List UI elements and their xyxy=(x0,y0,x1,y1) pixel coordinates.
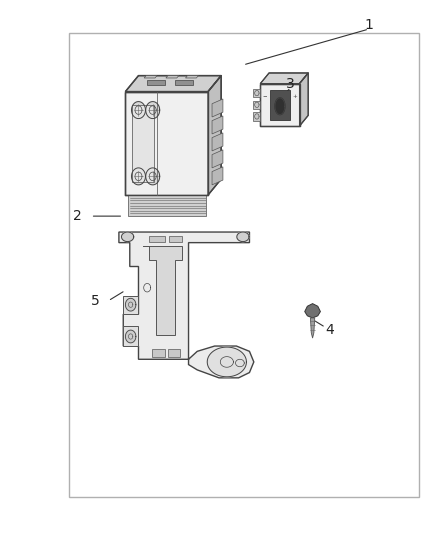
Polygon shape xyxy=(131,168,145,185)
Polygon shape xyxy=(305,304,321,318)
Polygon shape xyxy=(121,232,134,241)
Text: +: + xyxy=(293,94,297,99)
Polygon shape xyxy=(212,133,223,151)
Polygon shape xyxy=(125,298,136,311)
Polygon shape xyxy=(125,92,208,195)
Polygon shape xyxy=(168,349,180,357)
Polygon shape xyxy=(311,318,315,338)
Polygon shape xyxy=(149,236,165,242)
Polygon shape xyxy=(300,73,308,126)
Polygon shape xyxy=(253,101,260,109)
Polygon shape xyxy=(147,80,165,85)
Polygon shape xyxy=(260,84,300,126)
Polygon shape xyxy=(176,80,193,85)
Polygon shape xyxy=(212,167,223,185)
Bar xyxy=(69,33,419,497)
Polygon shape xyxy=(152,349,165,357)
Polygon shape xyxy=(146,102,160,118)
Polygon shape xyxy=(207,347,247,377)
Text: −: − xyxy=(262,94,267,99)
Polygon shape xyxy=(119,232,254,378)
Polygon shape xyxy=(253,112,260,120)
Polygon shape xyxy=(237,232,249,241)
Polygon shape xyxy=(208,76,221,195)
Polygon shape xyxy=(260,73,308,84)
Polygon shape xyxy=(185,76,198,78)
Polygon shape xyxy=(166,76,179,78)
Text: 3: 3 xyxy=(286,77,295,91)
Text: 2: 2 xyxy=(73,209,82,223)
Text: 5: 5 xyxy=(91,294,99,308)
Polygon shape xyxy=(253,89,260,98)
Polygon shape xyxy=(127,195,206,216)
Polygon shape xyxy=(125,76,221,92)
Polygon shape xyxy=(212,116,223,134)
Polygon shape xyxy=(212,99,223,117)
Polygon shape xyxy=(143,246,182,335)
Text: 4: 4 xyxy=(325,323,334,337)
Polygon shape xyxy=(131,102,145,118)
Polygon shape xyxy=(146,168,160,185)
Polygon shape xyxy=(123,326,138,346)
Polygon shape xyxy=(123,296,138,314)
Polygon shape xyxy=(169,236,182,242)
Polygon shape xyxy=(270,90,290,119)
Polygon shape xyxy=(144,76,157,78)
Polygon shape xyxy=(125,330,136,343)
Polygon shape xyxy=(275,98,285,115)
Polygon shape xyxy=(132,105,154,182)
Polygon shape xyxy=(212,150,223,168)
Text: 1: 1 xyxy=(365,18,374,33)
